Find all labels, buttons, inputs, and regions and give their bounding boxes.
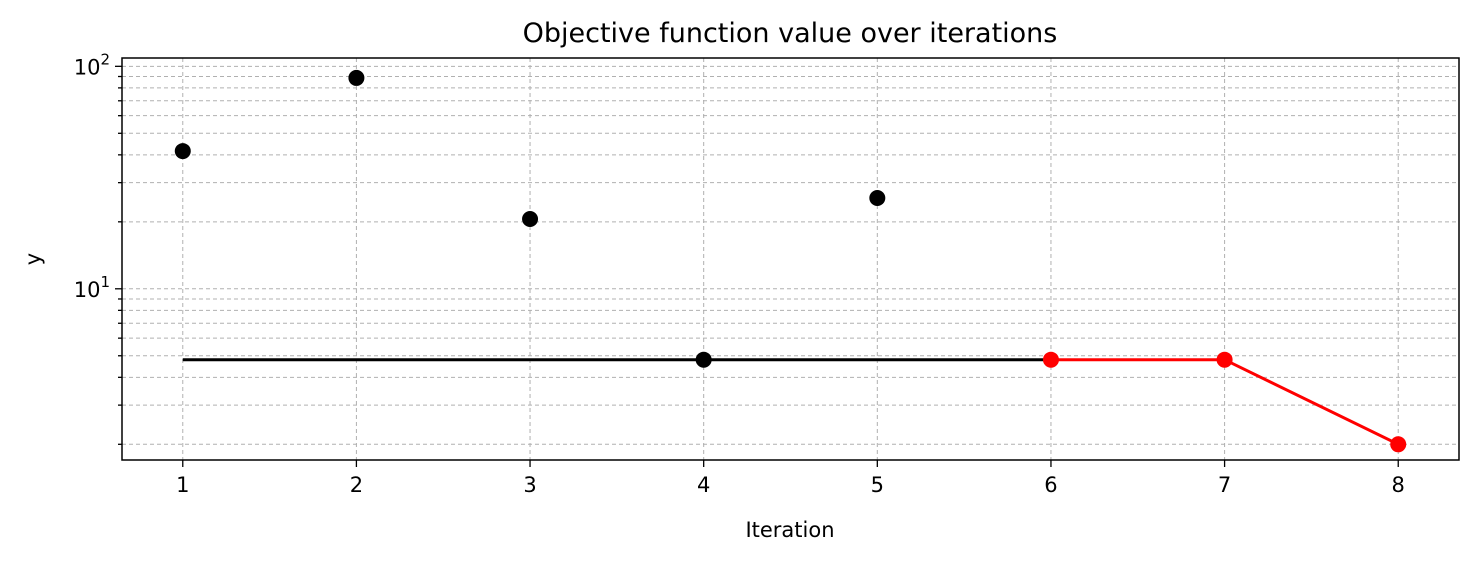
data-point bbox=[348, 69, 365, 86]
series-layer bbox=[174, 69, 1407, 453]
x-tick-label: 3 bbox=[523, 473, 536, 497]
data-point bbox=[1042, 351, 1059, 368]
x-tick-label: 8 bbox=[1392, 473, 1405, 497]
x-tick-label: 2 bbox=[350, 473, 363, 497]
data-point bbox=[695, 351, 712, 368]
data-point bbox=[869, 189, 886, 206]
plot-frame bbox=[121, 57, 1460, 461]
y-tick-label: 102 bbox=[74, 50, 110, 79]
data-point bbox=[1390, 436, 1407, 453]
ticks: 101 102 1 2 3 4 5 6 7 8 bbox=[74, 50, 1405, 497]
data-point bbox=[1216, 351, 1233, 368]
x-axis-label: Iteration bbox=[745, 518, 834, 542]
x-tick-label: 1 bbox=[176, 473, 189, 497]
chart-title: Objective function value over iterations bbox=[523, 18, 1058, 49]
x-tick-label: 4 bbox=[697, 473, 710, 497]
x-tick-label: 7 bbox=[1218, 473, 1231, 497]
data-point bbox=[174, 143, 191, 160]
y-axis-label: y bbox=[21, 253, 45, 265]
y-tick-label: 101 bbox=[74, 273, 110, 302]
x-tick-label: 5 bbox=[871, 473, 884, 497]
grid bbox=[122, 58, 1459, 460]
data-point bbox=[522, 210, 539, 227]
x-tick-label: 6 bbox=[1044, 473, 1057, 497]
